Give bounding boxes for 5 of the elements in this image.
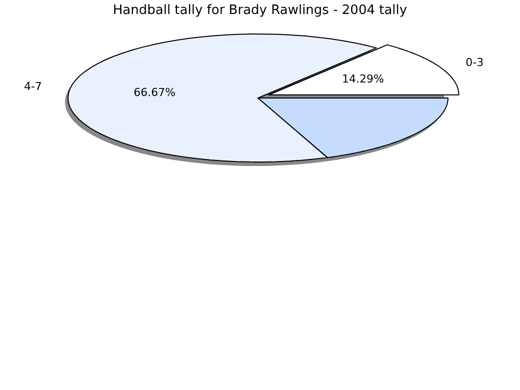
data-label: 66.67% — [134, 86, 176, 99]
slice-label: 0-3 — [466, 56, 484, 69]
slice-label: 4-7 — [24, 80, 42, 94]
chart-title: Handball tally for Brady Rawlings - 2004 tally — [112, 3, 408, 18]
data-label: 14.29% — [342, 72, 384, 86]
